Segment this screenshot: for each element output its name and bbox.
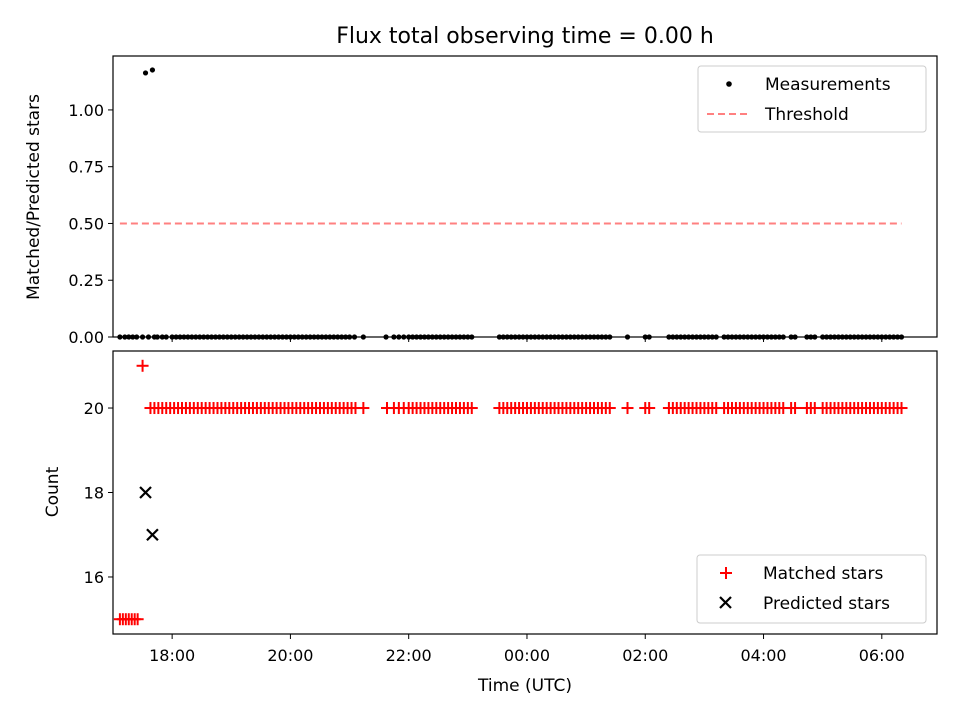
bottom-y-tick-label: 16	[84, 568, 104, 587]
chart-title: Flux total observing time = 0.00 h	[336, 24, 714, 49]
legend-matched-label: Matched stars	[763, 564, 883, 584]
predicted-star-b	[139, 486, 152, 499]
measurement-point	[142, 70, 149, 76]
matched-star-point	[789, 402, 802, 415]
bottom-x-tick-label: 20:00	[267, 646, 313, 665]
top-y-tick-label: 0.75	[68, 158, 104, 177]
bottom-legend-box	[696, 554, 927, 624]
bottom-plot-area	[113, 359, 908, 626]
bottom-x-ticks: 18:00 20:00 22:00 00:00 02:00 04:00 06:00	[149, 634, 905, 665]
bottom-x-tick-label: 02:00	[622, 646, 668, 665]
matched-star-point	[357, 402, 370, 415]
top-y-tick-label: 0.50	[68, 214, 104, 233]
predicted-star-point	[139, 486, 152, 499]
bottom-y-ticks: 16 18 20	[84, 399, 113, 587]
bottom-x-tick-label: 22:00	[386, 646, 432, 665]
top-y-tick-label: 1.00	[68, 101, 104, 120]
bottom-x-tick-label: 06:00	[859, 646, 905, 665]
legend-threshold-label: Threshold	[764, 105, 849, 125]
matched-star-point	[603, 402, 616, 415]
legend-measurements-marker	[726, 81, 732, 87]
matched-star-point	[643, 402, 656, 415]
top-legend: Measurements Threshold	[697, 65, 927, 133]
top-y-axis-label: Matched/Predicted stars	[24, 94, 44, 300]
top-y-tick-label: 0.00	[68, 328, 104, 347]
top-panel: Flux total observing time = 0.00 h Match…	[24, 24, 938, 347]
matched-star-point	[465, 402, 478, 415]
top-axes-frame	[112, 55, 938, 338]
bottom-y-tick-label: 18	[84, 484, 104, 503]
bottom-legend: Matched stars Predicted stars	[696, 554, 927, 624]
legend-matched-marker	[720, 567, 732, 579]
top-y-tick-label: 0.25	[68, 271, 104, 290]
measurement-point	[149, 67, 156, 73]
bottom-axes-frame	[112, 350, 938, 635]
matched-star-point	[131, 613, 144, 626]
x-axis-label: Time (UTC)	[477, 676, 572, 696]
legend-predicted-marker	[719, 596, 732, 609]
bottom-y-tick-label: 20	[84, 399, 104, 418]
matched-star-point	[621, 402, 634, 415]
bottom-x-tick-label: 18:00	[149, 646, 195, 665]
matched-star-point	[895, 402, 908, 415]
bottom-panel: Count Time (UTC) 16 18 20 18:00 20:00 22:00 0…	[43, 350, 938, 696]
matched-star-point	[136, 359, 149, 372]
legend-predicted-label: Predicted stars	[763, 594, 890, 614]
bottom-x-tick-label: 00:00	[504, 646, 550, 665]
predicted-star-point	[146, 528, 159, 542]
bottom-y-axis-label: Count	[43, 466, 63, 517]
legend-measurements-label: Measurements	[765, 75, 891, 95]
bottom-x-tick-label: 04:00	[740, 646, 786, 665]
top-legend-box	[697, 65, 927, 133]
predicted-star-b	[146, 528, 159, 542]
top-y-ticks: 0.00 0.25 0.50 0.75 1.00	[68, 101, 113, 347]
